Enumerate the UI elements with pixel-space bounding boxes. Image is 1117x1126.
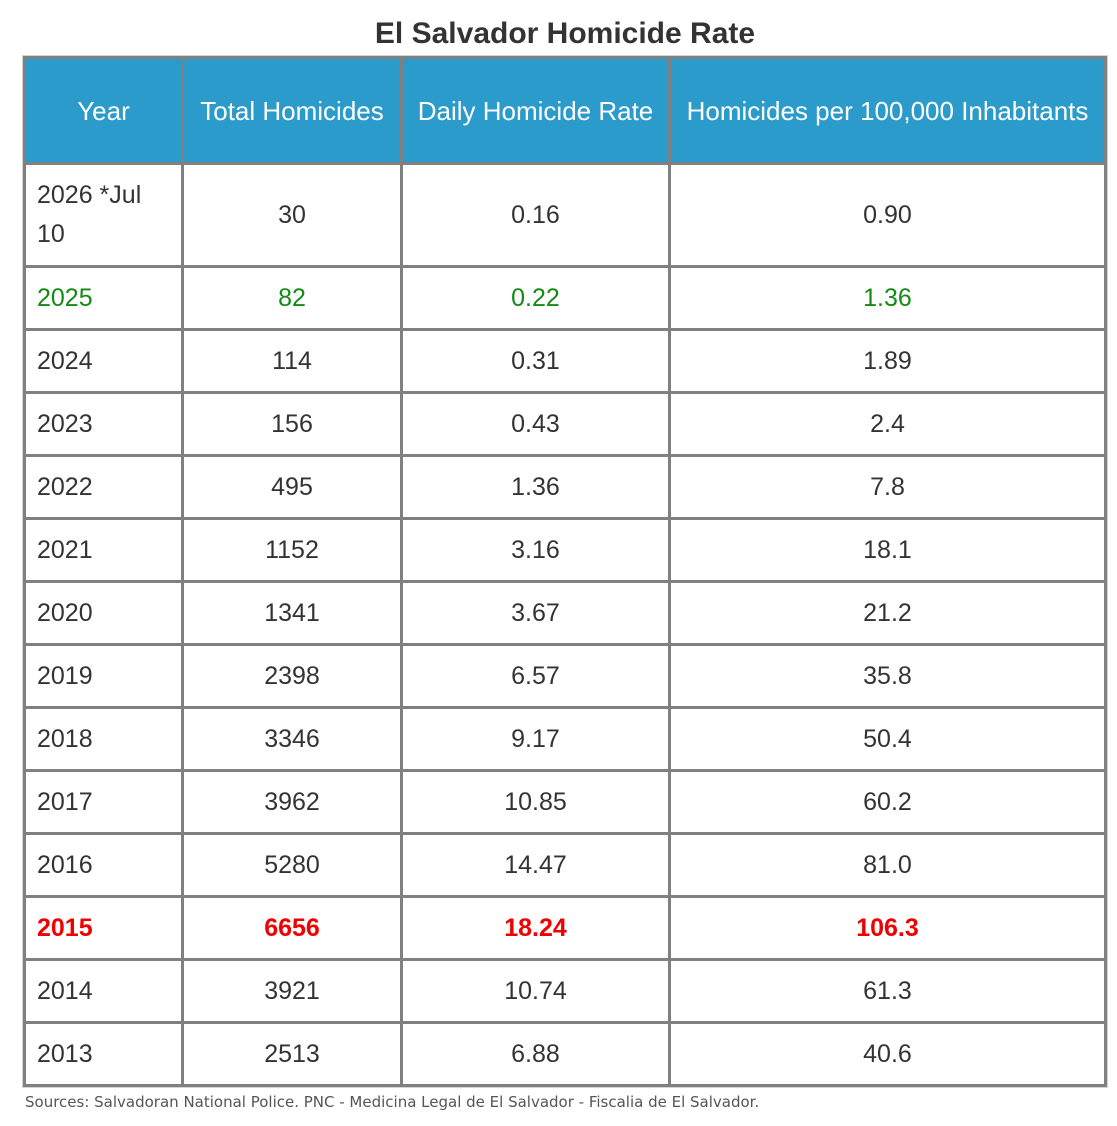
daily-rate-cell: 0.22 — [400, 265, 671, 331]
table-row: 2015 6656 18.24 106.3 — [23, 895, 1107, 961]
year-cell: 2026 *Jul 10 — [23, 162, 184, 268]
per-100k-cell: 60.2 — [668, 769, 1107, 835]
table-row: 2021 1152 3.16 18.1 — [23, 517, 1107, 583]
table-row: 2023 156 0.43 2.4 — [23, 391, 1107, 457]
daily-rate-cell: 0.31 — [400, 328, 671, 394]
per-100k-cell: 7.8 — [668, 454, 1107, 520]
table-body: 2026 *Jul 10 30 0.16 0.90 2025 82 0.22 1.36 2024… — [23, 162, 1107, 1087]
year-cell: 2018 — [23, 706, 184, 772]
total-homicides-cell: 82 — [181, 265, 403, 331]
table-row: 2025 82 0.22 1.36 — [23, 265, 1107, 331]
total-homicides-cell: 1341 — [181, 580, 403, 646]
homicide-table: Year Total Homicides Daily Homicide Rate… — [23, 56, 1107, 1087]
table-row: 2018 3346 9.17 50.4 — [23, 706, 1107, 772]
year-cell: 2022 — [23, 454, 184, 520]
total-homicides-cell: 3962 — [181, 769, 403, 835]
daily-rate-cell: 3.16 — [400, 517, 671, 583]
sources-note: Sources: Salvadoran National Police. PNC… — [25, 1093, 760, 1111]
homicide-table-container: Year Total Homicides Daily Homicide Rate… — [22, 55, 1108, 1088]
total-homicides-cell: 1152 — [181, 517, 403, 583]
header-homicides-per-100k: Homicides per 100,000 Inhabitants — [668, 56, 1107, 165]
total-homicides-cell: 2513 — [181, 1021, 403, 1087]
year-cell: 2013 — [23, 1021, 184, 1087]
daily-rate-cell: 9.17 — [400, 706, 671, 772]
daily-rate-cell: 3.67 — [400, 580, 671, 646]
daily-rate-cell: 14.47 — [400, 832, 671, 898]
header-daily-homicide-rate: Daily Homicide Rate — [400, 56, 671, 165]
total-homicides-cell: 2398 — [181, 643, 403, 709]
total-homicides-cell: 3346 — [181, 706, 403, 772]
year-cell: 2019 — [23, 643, 184, 709]
table-row: 2013 2513 6.88 40.6 — [23, 1021, 1107, 1087]
daily-rate-cell: 0.43 — [400, 391, 671, 457]
per-100k-cell: 1.89 — [668, 328, 1107, 394]
year-cell: 2024 — [23, 328, 184, 394]
per-100k-cell: 40.6 — [668, 1021, 1107, 1087]
total-homicides-cell: 30 — [181, 162, 403, 268]
header-year: Year — [23, 56, 184, 165]
daily-rate-cell: 1.36 — [400, 454, 671, 520]
year-cell: 2025 — [23, 265, 184, 331]
per-100k-cell: 35.8 — [668, 643, 1107, 709]
year-cell: 2016 — [23, 832, 184, 898]
per-100k-cell: 21.2 — [668, 580, 1107, 646]
table-header-row: Year Total Homicides Daily Homicide Rate… — [23, 56, 1107, 165]
per-100k-cell: 61.3 — [668, 958, 1107, 1024]
year-cell: 2014 — [23, 958, 184, 1024]
per-100k-cell: 50.4 — [668, 706, 1107, 772]
header-total-homicides: Total Homicides — [181, 56, 403, 165]
table-row: 2020 1341 3.67 21.2 — [23, 580, 1107, 646]
per-100k-cell: 18.1 — [668, 517, 1107, 583]
year-cell: 2020 — [23, 580, 184, 646]
page-title: El Salvador Homicide Rate — [374, 17, 756, 50]
daily-rate-cell: 0.16 — [400, 162, 671, 268]
daily-rate-cell: 6.57 — [400, 643, 671, 709]
total-homicides-cell: 6656 — [181, 895, 403, 961]
daily-rate-cell: 18.24 — [400, 895, 671, 961]
year-cell: 2023 — [23, 391, 184, 457]
total-homicides-cell: 5280 — [181, 832, 403, 898]
per-100k-cell: 106.3 — [668, 895, 1107, 961]
per-100k-cell: 1.36 — [668, 265, 1107, 331]
table-row: 2022 495 1.36 7.8 — [23, 454, 1107, 520]
per-100k-cell: 2.4 — [668, 391, 1107, 457]
total-homicides-cell: 3921 — [181, 958, 403, 1024]
table-row: 2014 3921 10.74 61.3 — [23, 958, 1107, 1024]
table-row: 2026 *Jul 10 30 0.16 0.90 — [23, 162, 1107, 268]
table-row: 2017 3962 10.85 60.2 — [23, 769, 1107, 835]
table-row: 2024 114 0.31 1.89 — [23, 328, 1107, 394]
year-cell: 2017 — [23, 769, 184, 835]
per-100k-cell: 0.90 — [668, 162, 1107, 268]
total-homicides-cell: 156 — [181, 391, 403, 457]
daily-rate-cell: 10.85 — [400, 769, 671, 835]
table-row: 2019 2398 6.57 35.8 — [23, 643, 1107, 709]
total-homicides-cell: 495 — [181, 454, 403, 520]
year-cell: 2021 — [23, 517, 184, 583]
year-cell: 2015 — [23, 895, 184, 961]
daily-rate-cell: 10.74 — [400, 958, 671, 1024]
daily-rate-cell: 6.88 — [400, 1021, 671, 1087]
total-homicides-cell: 114 — [181, 328, 403, 394]
table-row: 2016 5280 14.47 81.0 — [23, 832, 1107, 898]
per-100k-cell: 81.0 — [668, 832, 1107, 898]
